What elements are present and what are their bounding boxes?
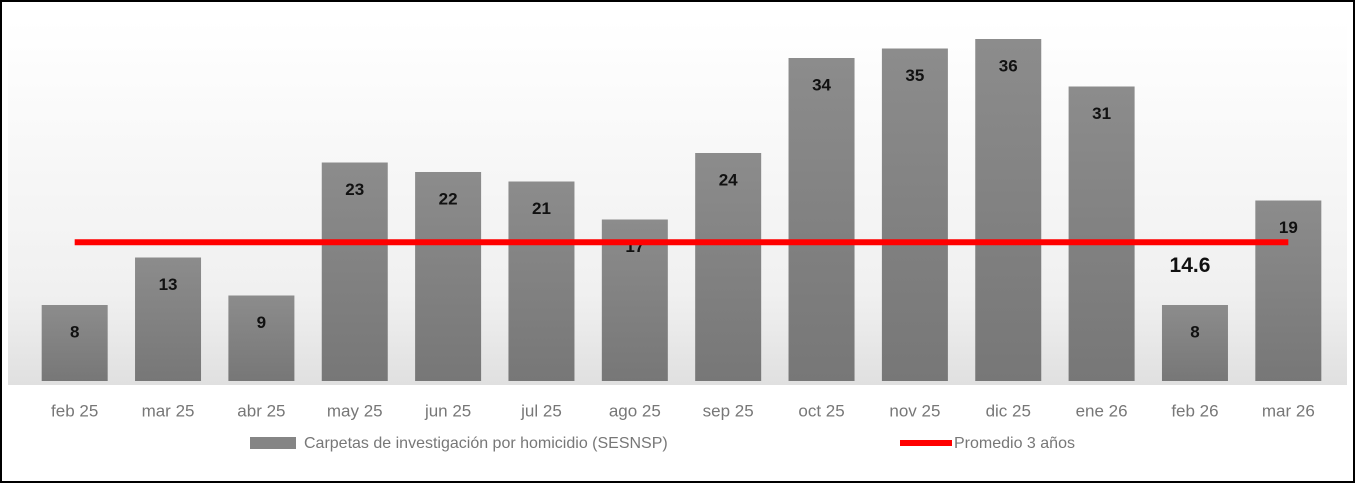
x-tick-label: abr 25 — [237, 401, 285, 420]
bar — [1161, 305, 1228, 381]
x-tick-label: jul 25 — [520, 401, 562, 420]
legend-swatch — [250, 437, 296, 449]
data-label: 14.6 — [1170, 254, 1211, 277]
data-label: 31 — [1092, 104, 1111, 123]
data-label: 19 — [1279, 218, 1298, 237]
data-label: 24 — [719, 170, 738, 189]
data-label: 8 — [70, 322, 79, 341]
x-tick-label: ago 25 — [609, 401, 661, 420]
bar — [228, 295, 295, 381]
x-tick-label: oct 25 — [798, 401, 844, 420]
data-label: 13 — [159, 275, 178, 294]
bar — [881, 48, 948, 381]
plot-area — [8, 20, 1347, 385]
x-tick-label: mar 25 — [142, 401, 195, 420]
x-tick-label: dic 25 — [986, 401, 1031, 420]
data-label: 34 — [812, 75, 831, 94]
legend-label: Promedio 3 años — [954, 435, 1075, 452]
bar — [975, 39, 1042, 381]
bar — [135, 257, 202, 381]
bar — [1068, 86, 1135, 381]
x-tick-label: jun 25 — [424, 401, 471, 420]
x-tick-label: may 25 — [327, 401, 383, 420]
bar — [601, 219, 668, 381]
bar — [1255, 200, 1322, 381]
data-label: 22 — [439, 189, 458, 208]
bar — [321, 162, 388, 381]
data-label: 21 — [532, 199, 551, 218]
data-label: 36 — [999, 56, 1018, 75]
x-tick-label: feb 25 — [51, 401, 98, 420]
data-label: 35 — [905, 66, 924, 85]
x-tick-label: mar 26 — [1262, 401, 1315, 420]
x-tick-label: ene 26 — [1076, 401, 1128, 420]
x-tick-label: feb 26 — [1171, 401, 1218, 420]
data-label: 8 — [1190, 322, 1199, 341]
bar — [41, 305, 108, 381]
legend-label: Carpetas de investigación por homicidio … — [304, 435, 668, 452]
x-tick-label: nov 25 — [889, 401, 940, 420]
data-label: 9 — [257, 313, 266, 332]
bar — [788, 58, 855, 381]
bar — [415, 172, 482, 381]
bar — [508, 181, 575, 381]
x-tick-label: sep 25 — [703, 401, 754, 420]
bar — [695, 153, 762, 381]
data-label: 23 — [345, 180, 364, 199]
